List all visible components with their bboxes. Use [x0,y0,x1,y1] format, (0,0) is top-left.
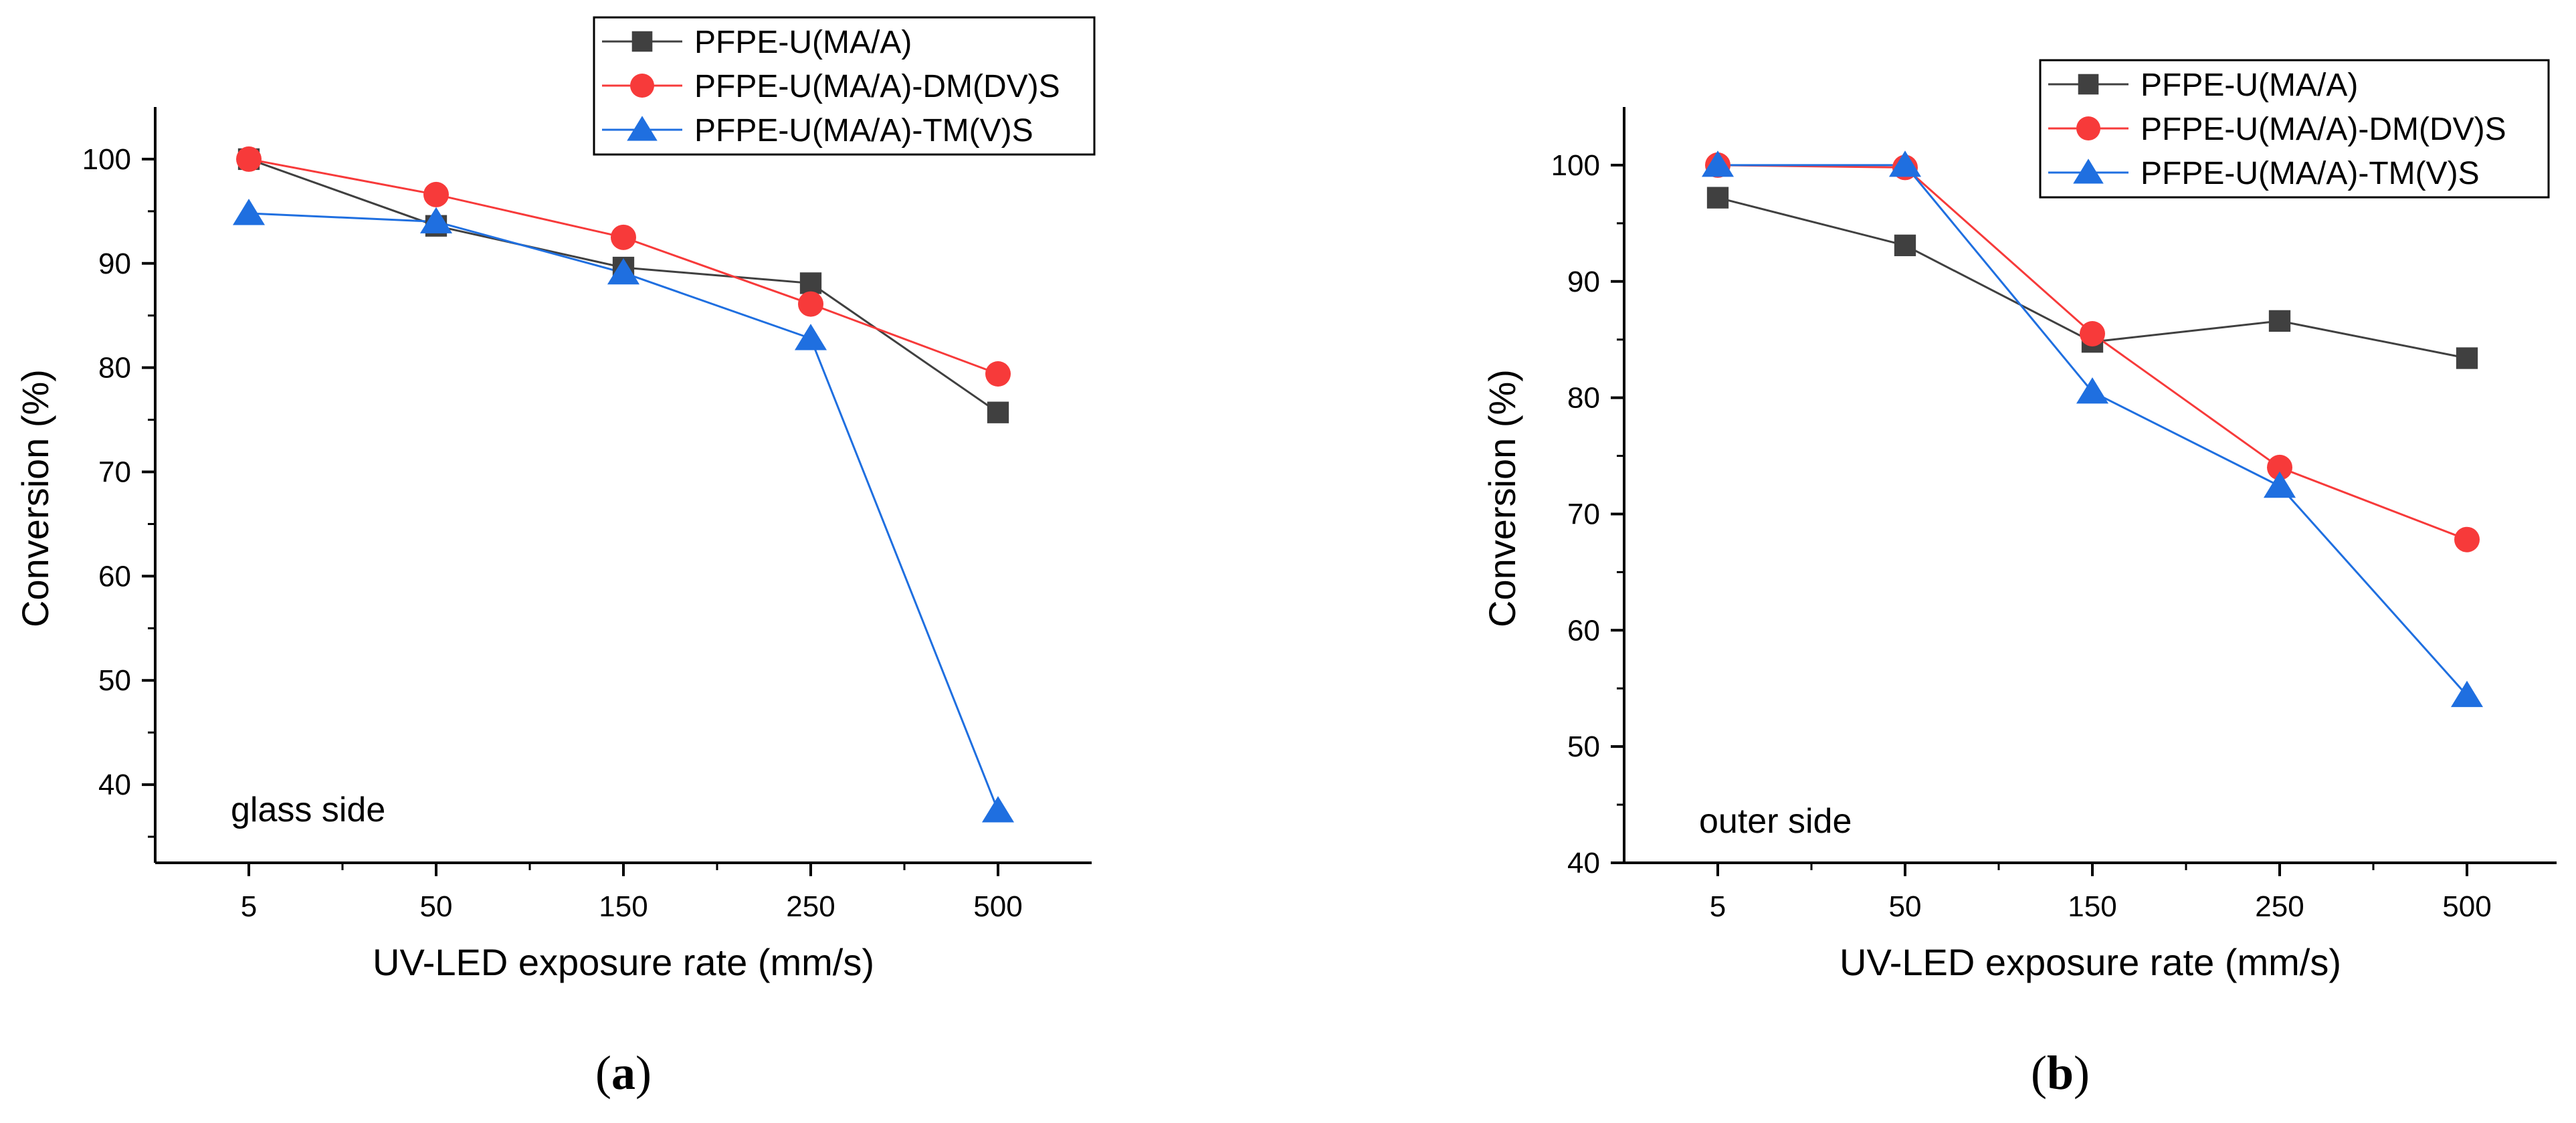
data-point-series3 [2076,377,2109,404]
data-point-series3 [2263,471,2296,498]
x-tick-label: 500 [2442,890,2491,923]
data-point-series2 [236,146,262,172]
x-tick-label: 500 [973,890,1022,923]
data-point-series3 [232,199,266,225]
data-point-series2 [985,361,1011,387]
data-point-series3 [2450,680,2484,708]
panel-caption-letter: a [611,1046,635,1100]
y-tick-label: 40 [1567,847,1600,880]
data-point-series1 [799,272,822,294]
panel-annotation: glass side [231,791,385,829]
data-point-series3 [607,258,640,285]
data-point-series1 [1706,187,1729,209]
y-tick-label: 40 [98,769,131,801]
x-axis-title: UV-LED exposure rate (mm/s) [373,941,874,983]
legend-marker-1 [631,31,653,52]
y-tick-label: 50 [98,664,131,697]
data-point-series3 [794,324,827,350]
chart-panel-a: 40 50 60 70 80 90 100 5 50 150 250 500 UV-LED exposu… [14,16,1096,1100]
legend-marker-1 [2078,74,2099,95]
legend-label-1: PFPE-U(MA/A) [2141,68,2358,103]
y-tick-label: 90 [1567,266,1600,298]
legend-marker-2 [630,74,654,98]
x-tick-label: 50 [1889,890,1922,923]
data-point-series1 [2456,347,2478,369]
legend: PFPE-U(MA/A) PFPE-U(MA/A)-DM(DV)S PFPE-U(M… [2039,59,2550,199]
legend-label-3: PFPE-U(MA/A)-TM(V)S [2141,156,2480,191]
data-point-series3 [981,796,1015,823]
y-tick-label: 50 [1567,730,1600,763]
y-axis-title: Conversion (%) [1481,369,1523,627]
data-point-series1 [2268,310,2291,332]
y-tick-label: 80 [1567,382,1600,415]
y-tick-label: 100 [82,143,131,176]
data-point-series3 [1701,150,1735,177]
x-tick-label: 50 [420,890,453,923]
series-line-1 [248,158,999,413]
y-tick-label: 100 [1551,149,1600,182]
x-tick-label: 5 [241,890,257,923]
series-line-3 [248,212,999,811]
data-point-series2 [2267,454,2292,480]
data-point-series1 [1894,234,1916,257]
legend-label-1: PFPE-U(MA/A) [694,25,912,60]
data-point-series2 [2454,526,2480,552]
y-tick-label: 80 [98,352,131,385]
data-point-series2 [423,181,449,207]
legend-marker-2 [2076,116,2100,140]
chart-panel-b: 40 50 60 70 80 90 100 5 50 150 250 500 UV-LED exposu… [1481,59,2557,1100]
legend-marker-3 [2073,159,2104,184]
y-tick-label: 70 [1567,498,1600,530]
panel-caption: (b) [2031,1046,2090,1100]
y-tick-label: 90 [98,247,131,280]
legend-label-3: PFPE-U(MA/A)-TM(V)S [694,113,1033,148]
x-axis-title: UV-LED exposure rate (mm/s) [1840,941,2341,983]
x-tick-label: 150 [599,890,648,923]
x-tick-label: 250 [786,890,835,923]
x-tick-label: 5 [1710,890,1726,923]
y-tick-label: 60 [98,560,131,593]
legend: PFPE-U(MA/A) PFPE-U(MA/A)-DM(DV)S PFPE-U(M… [593,16,1096,156]
panel-caption-letter: b [2047,1046,2074,1100]
legend-label-2: PFPE-U(MA/A)-DM(DV)S [2141,112,2506,147]
data-point-series2 [611,224,636,250]
data-point-series3 [1888,150,1922,177]
x-tick-label: 150 [2068,890,2116,923]
panel-caption: (a) [595,1046,652,1100]
legend-label-2: PFPE-U(MA/A)-DM(DV)S [694,69,1060,104]
y-tick-label: 60 [1567,614,1600,647]
y-tick-label: 70 [98,456,131,489]
panel-annotation: outer side [1699,802,1852,841]
legend-marker-3 [627,116,658,141]
data-point-series3 [419,207,453,233]
series-line-3 [1718,164,2468,696]
y-axis-title: Conversion (%) [14,369,56,627]
data-point-series2 [2080,321,2105,346]
data-point-series2 [798,291,823,317]
data-point-series1 [987,401,1009,423]
x-tick-label: 250 [2255,890,2304,923]
